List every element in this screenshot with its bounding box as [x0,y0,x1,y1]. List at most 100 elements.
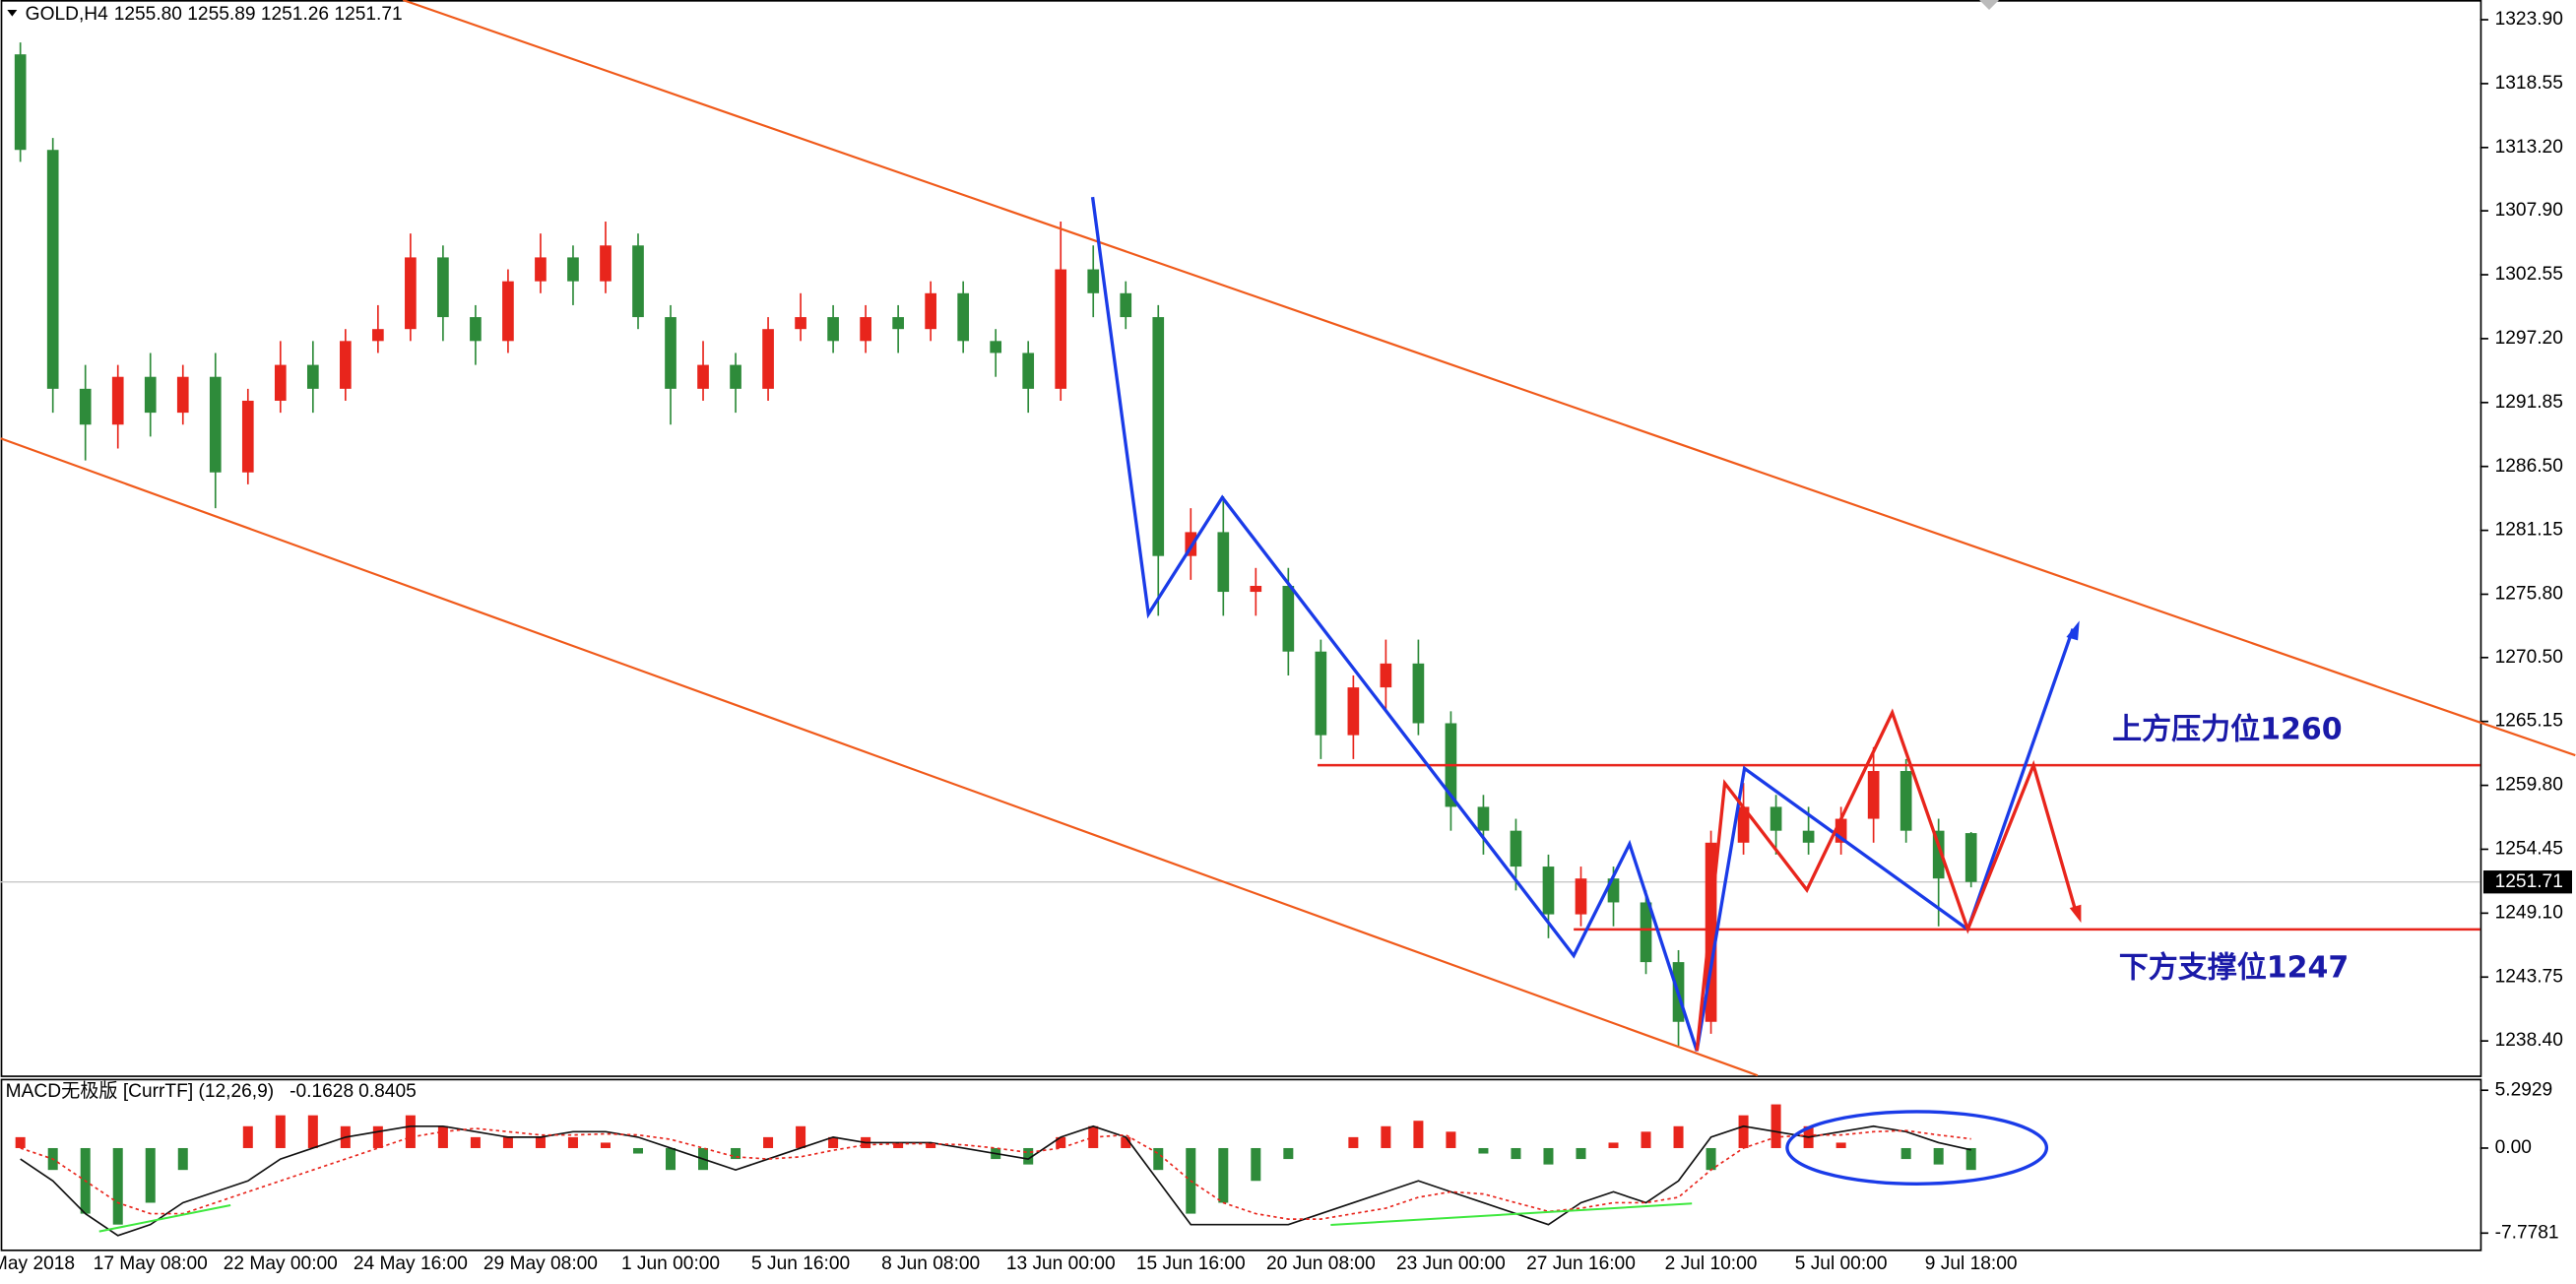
arrow-head-red [2069,904,2082,924]
histogram-bar [1153,1147,1164,1171]
candle-body [437,257,449,318]
candle-body [1347,687,1360,736]
x-tick-label: 9 Jul 18:00 [1925,1253,2018,1274]
candle-body [1055,269,1067,389]
y-tick-label: 1323.90 [2495,9,2563,30]
candle-body [600,245,612,282]
y-tick-label: 1302.55 [2495,264,2563,285]
candle-body [502,281,514,342]
histogram-bar [112,1147,123,1225]
candle-body [990,341,1002,353]
macd-line [20,1124,1971,1237]
symbol: GOLD,H4 [26,4,108,25]
wave-path-blue [1090,196,2075,1052]
candle-body [730,364,741,389]
candle-body [567,257,579,282]
histogram-bar [1121,1136,1131,1148]
candle-body [1152,317,1165,556]
menu-arrow[interactable] [7,10,18,17]
candle-body [209,376,222,473]
y-tick-label: 1243.75 [2495,966,2563,987]
histogram-bar [1641,1131,1651,1148]
candle-body [306,364,319,389]
x-tick-label: 17 May 08:00 [94,1253,208,1274]
candle-body [1835,818,1847,843]
y-tick-label: 5.2929 [2495,1079,2553,1100]
support-annotation: 下方支撑位1247 [2119,950,2350,985]
candle-body [860,317,871,342]
x-tick-label: 14 May 2018 [0,1253,75,1274]
candle-body [1900,771,1912,831]
histogram-bar [1576,1147,1586,1160]
histogram-bar [1673,1125,1684,1148]
candle-body [1964,833,1977,882]
histogram-bar [1023,1147,1034,1165]
histogram-bar [731,1147,741,1160]
histogram-bar [177,1147,188,1171]
x-tick-label: 22 May 00:00 [224,1253,338,1274]
histogram-bar [632,1147,643,1154]
y-tick-label: 1249.10 [2495,902,2563,923]
histogram-bar [1900,1147,1911,1160]
histogram-bar [1348,1136,1359,1148]
histogram-bar [1706,1147,1716,1171]
histogram-bar [1543,1147,1554,1165]
x-tick-label: 15 Jun 16:00 [1136,1253,1246,1274]
histogram-bar [405,1115,416,1148]
y-tick-label: 1286.50 [2495,456,2563,477]
histogram-bar [437,1125,448,1148]
x-tick-label: 20 Jun 08:00 [1266,1253,1376,1274]
candle-body [1250,585,1262,593]
histogram-bar [535,1136,546,1148]
histogram-bar [763,1136,774,1148]
candle-body [1867,771,1880,819]
candle-body [1087,269,1100,293]
y-tick-label: 0.00 [2495,1137,2532,1158]
x-tick-label: 13 Jun 00:00 [1006,1253,1116,1274]
candle-body [1510,830,1522,867]
candle-body [14,54,27,151]
candle-body [1575,878,1587,915]
wave-path-red [1695,708,2079,1052]
histogram-bar [893,1142,904,1148]
macd-title: MACD无极版 [CurrTF] (12,26,9) [6,1080,274,1102]
histogram-bar [1283,1147,1294,1160]
y-tick-label: -7.7781 [2495,1222,2559,1243]
candle-body [1022,353,1035,389]
x-tick-label: 8 Jun 08:00 [881,1253,980,1274]
candle-body [827,317,839,342]
y-tick-label: 1281.15 [2495,520,2563,541]
scroll-marker[interactable] [1979,0,2000,11]
divergence-line [1330,1202,1693,1226]
histogram-bar [1933,1147,1944,1165]
histogram-bar [1965,1147,1976,1171]
candle-body [957,292,970,342]
histogram-bar [1088,1125,1099,1148]
x-tick-label: 29 May 08:00 [483,1253,598,1274]
candle-body [274,364,287,401]
y-tick-label: 1238.40 [2495,1030,2563,1051]
divergence-line [98,1203,231,1233]
histogram-bar [307,1115,318,1148]
histogram-bar [502,1136,513,1148]
channel-upper-ext [2479,721,2576,757]
channel-lower [0,437,1759,1077]
candle-body [535,257,547,282]
histogram-bar [926,1142,936,1148]
candle-body [470,317,482,342]
ohlc-label: 1255.80 1255.89 1251.26 1251.71 [114,4,403,25]
candle-body [46,150,59,389]
candle-body [1770,806,1782,831]
histogram-bar [828,1136,839,1148]
candle-body [1932,830,1945,879]
histogram-bar [567,1136,578,1148]
y-tick-label: 1313.20 [2495,137,2563,158]
y-tick-label: 1297.20 [2495,328,2563,349]
candle-body [241,400,254,473]
current-price-label: 1251.71 [2495,871,2563,892]
x-tick-label: 24 May 16:00 [354,1253,468,1274]
candle-body [340,341,352,389]
x-tick-label: 5 Jun 16:00 [751,1253,850,1274]
